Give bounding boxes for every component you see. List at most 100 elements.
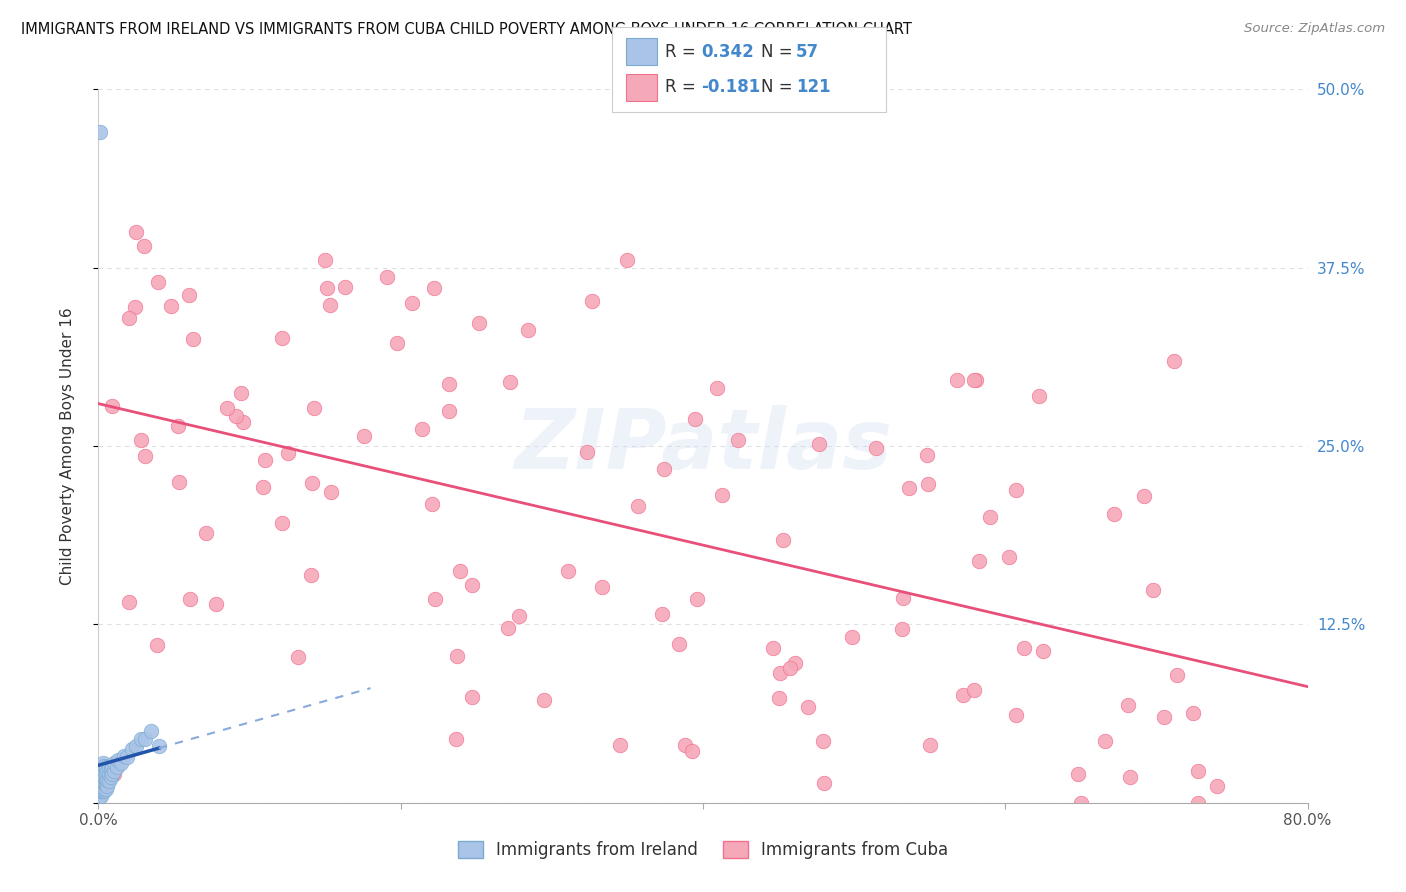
Point: [797, 700, 820, 714]
Point: [89, 774, 111, 789]
Point: [683, 412, 706, 426]
Point: [1163, 353, 1185, 368]
Point: [134, 731, 156, 746]
Point: [91, 781, 114, 796]
Point: [591, 580, 613, 594]
Text: IMMIGRANTS FROM IRELAND VS IMMIGRANTS FROM CUBA CHILD POVERTY AMONG BOYS UNDER 1: IMMIGRANTS FROM IRELAND VS IMMIGRANTS FR…: [21, 22, 912, 37]
Point: [89, 125, 111, 139]
Point: [437, 376, 460, 391]
Point: [124, 300, 146, 314]
Point: [90, 781, 112, 796]
Point: [276, 445, 298, 459]
Point: [179, 592, 201, 607]
Point: [314, 253, 336, 268]
Point: [1102, 507, 1125, 521]
Text: 0.342: 0.342: [702, 43, 755, 61]
Point: [1067, 767, 1090, 781]
Point: [91, 772, 114, 787]
Point: [576, 445, 599, 459]
Point: [808, 437, 831, 451]
Point: [609, 738, 631, 752]
Point: [315, 280, 337, 294]
Point: [449, 564, 471, 578]
Point: [516, 322, 538, 336]
Point: [103, 756, 125, 770]
Text: R =: R =: [665, 43, 702, 61]
Point: [319, 298, 342, 312]
Point: [90, 777, 112, 791]
Point: [252, 480, 274, 494]
Point: [681, 744, 703, 758]
Point: [90, 767, 112, 781]
Point: [118, 310, 141, 325]
Point: [945, 373, 967, 387]
Point: [103, 767, 125, 781]
Point: [813, 775, 835, 789]
Point: [1187, 796, 1209, 810]
Point: [891, 591, 914, 605]
Point: [967, 554, 990, 568]
Point: [299, 567, 322, 582]
Point: [181, 332, 204, 346]
Point: [107, 753, 129, 767]
Text: ZIPatlas: ZIPatlas: [515, 406, 891, 486]
Point: [1032, 644, 1054, 658]
Point: [1133, 489, 1156, 503]
Point: [205, 597, 228, 611]
Point: [93, 764, 115, 779]
Point: [533, 693, 555, 707]
Point: [232, 415, 254, 429]
Point: [90, 789, 112, 803]
Point: [90, 762, 112, 776]
Point: [1094, 734, 1116, 748]
Point: [89, 781, 111, 796]
Point: [779, 661, 801, 675]
Point: [1005, 483, 1028, 498]
Point: [89, 789, 111, 803]
Point: [148, 275, 170, 289]
Point: [101, 399, 124, 413]
Point: [1182, 706, 1205, 720]
Point: [652, 461, 675, 475]
Point: [772, 533, 794, 547]
Point: [1116, 698, 1139, 712]
Point: [1070, 796, 1092, 810]
Point: [952, 688, 974, 702]
Point: [437, 404, 460, 418]
Point: [668, 637, 690, 651]
Point: [98, 767, 121, 781]
Legend: Immigrants from Ireland, Immigrants from Cuba: Immigrants from Ireland, Immigrants from…: [451, 834, 955, 866]
Point: [401, 296, 423, 310]
Point: [673, 738, 696, 752]
Point: [91, 777, 114, 791]
Text: N =: N =: [761, 43, 797, 61]
Point: [179, 288, 201, 302]
Text: Source: ZipAtlas.com: Source: ZipAtlas.com: [1244, 22, 1385, 36]
Point: [90, 772, 112, 787]
Point: [101, 767, 124, 781]
Point: [89, 784, 111, 798]
Point: [581, 294, 603, 309]
Point: [651, 607, 673, 621]
Point: [783, 657, 806, 671]
Point: [270, 516, 292, 530]
Point: [423, 280, 446, 294]
Point: [89, 779, 111, 793]
Point: [1153, 710, 1175, 724]
Point: [91, 767, 114, 781]
Point: [93, 784, 115, 798]
Point: [446, 648, 468, 663]
Point: [890, 623, 912, 637]
Point: [508, 609, 530, 624]
Point: [90, 784, 112, 798]
Point: [98, 760, 121, 774]
Point: [166, 419, 188, 434]
Point: [353, 428, 375, 442]
Point: [963, 373, 986, 387]
Point: [498, 375, 520, 389]
Point: [94, 781, 117, 796]
Point: [131, 433, 153, 447]
Point: [423, 592, 446, 607]
Point: [841, 630, 863, 644]
Point: [129, 731, 152, 746]
